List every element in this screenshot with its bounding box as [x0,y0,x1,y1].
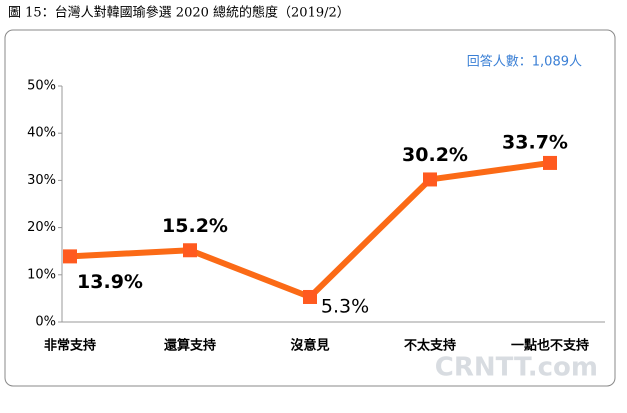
x-tick-label: 一點也不支持 [511,338,589,354]
marker [183,243,197,258]
marker [423,172,437,187]
marker [63,249,77,264]
chart-title: 圖 15：台灣人對韓國瑜參選 2020 總統的態度（2019/2） [8,5,350,21]
data-label: 30.2% [402,144,468,166]
data-label: 13.9% [77,271,143,293]
marker [543,155,557,170]
watermark: CRNTT.com [435,353,598,383]
data-label: 33.7% [502,131,568,153]
data-label: 15.2% [162,215,228,237]
chart-frame [4,29,616,387]
y-tick-label: 20% [27,220,56,235]
x-tick-label: 非常支持 [44,338,96,354]
x-tick-label: 沒意見 [290,338,329,354]
y-tick-label: 30% [27,173,56,188]
y-tick-label: 40% [27,126,56,141]
y-tick-label: 50% [27,79,56,94]
x-tick-label: 還算支持 [164,338,216,354]
y-tick-label: 10% [27,267,56,282]
annotation: 回答人數：1,089人 [467,54,582,70]
data-label: 5.3% [321,295,369,317]
x-tick-label: 不太支持 [404,338,456,354]
y-tick-label: 0% [35,315,56,330]
marker [303,289,317,304]
